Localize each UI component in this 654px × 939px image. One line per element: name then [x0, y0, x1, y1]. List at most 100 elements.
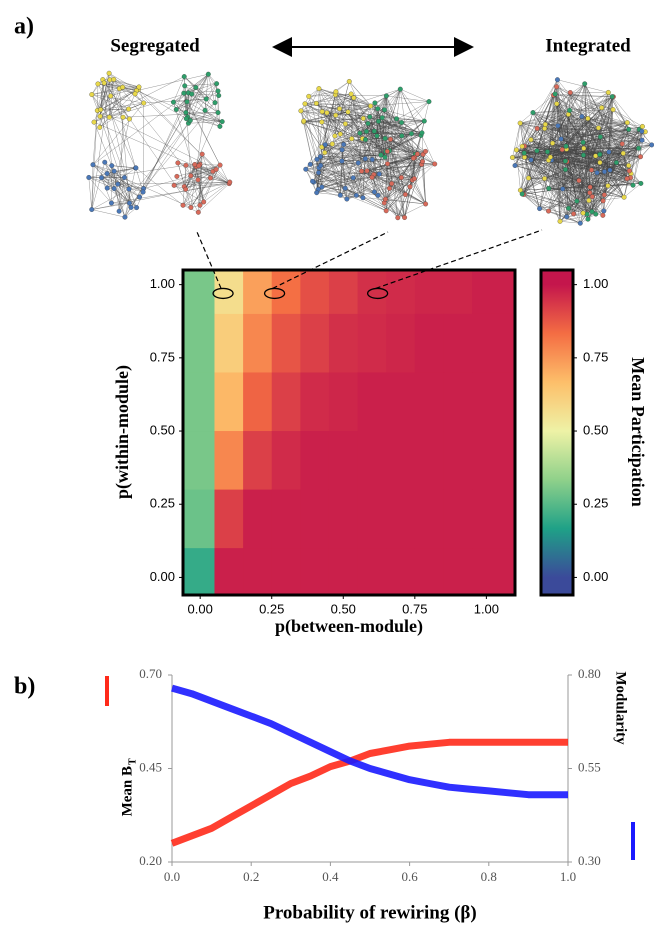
colorbar-tick-label: 0.00: [583, 569, 608, 584]
network-edge: [544, 170, 630, 179]
network-edge: [110, 95, 130, 120]
network-node: [630, 182, 636, 188]
heatmap-cell: [328, 431, 359, 491]
network-node: [183, 116, 189, 122]
network-edge: [135, 167, 184, 206]
network-edge: [320, 165, 379, 196]
network-edge: [316, 188, 346, 193]
network-node: [196, 163, 202, 169]
network-edge: [92, 110, 98, 165]
network-edge: [325, 144, 364, 198]
x-tick-label: 0.0: [164, 869, 180, 884]
network-node: [577, 220, 583, 226]
network-edge: [303, 120, 322, 123]
network-edge: [584, 83, 590, 193]
network-node: [337, 106, 343, 112]
network-edge: [401, 161, 423, 178]
network-node: [599, 105, 605, 111]
network-edge: [308, 93, 352, 97]
network-node: [542, 176, 548, 181]
network-edge: [554, 93, 630, 172]
network-node: [601, 192, 607, 198]
heatmap-cell: [243, 372, 273, 432]
network-node: [109, 200, 114, 206]
x-axis-label: p(between-module): [275, 616, 423, 637]
network-edge: [88, 177, 92, 210]
network-edge: [366, 131, 382, 156]
y-axis-label: Mean B T: [119, 758, 138, 816]
network-node: [567, 107, 573, 113]
network-edge: [548, 188, 581, 224]
heatmap-cell: [386, 548, 416, 595]
heatmap-cell: [443, 372, 473, 432]
network-edge: [384, 109, 425, 122]
network-node: [606, 149, 612, 155]
network-edge: [560, 221, 581, 224]
network-edge: [536, 150, 630, 172]
network-node: [192, 161, 198, 167]
heatmap-cell: [300, 270, 330, 315]
heatmap-cell: [300, 372, 330, 432]
network-node: [621, 194, 627, 200]
y2-tick-label: 0.80: [578, 666, 601, 681]
network-node: [546, 185, 552, 191]
heatmap-cell: [414, 270, 445, 315]
network-edge: [362, 158, 366, 198]
y-axis-label-subscript: T: [127, 758, 138, 765]
network-node: [589, 209, 595, 215]
network-node: [180, 202, 186, 208]
network-edge: [384, 194, 406, 204]
network-node: [420, 159, 425, 164]
network-edge: [176, 85, 185, 110]
network-node: [432, 161, 438, 167]
network-node: [567, 90, 573, 96]
network-edge: [107, 165, 112, 189]
network-node: [184, 99, 190, 105]
network-edge: [374, 179, 413, 193]
network-node: [398, 175, 404, 180]
network-edge: [203, 181, 230, 203]
network-edge: [353, 162, 359, 178]
network-node: [183, 110, 189, 115]
network-edge: [320, 162, 359, 166]
network-edge: [366, 170, 392, 184]
network-node: [399, 120, 405, 125]
network-node: [372, 100, 378, 106]
network-edge: [560, 114, 569, 140]
colorbar-tick-label: 0.75: [583, 349, 608, 364]
network-node: [385, 161, 390, 167]
network-node: [609, 94, 615, 100]
network-node: [203, 96, 209, 102]
network-edge: [91, 181, 230, 210]
network-node: [639, 137, 645, 143]
network-edge: [550, 157, 567, 217]
network-edge: [185, 177, 211, 190]
network-edge: [583, 155, 605, 195]
network-edge: [204, 83, 217, 111]
network-node: [188, 205, 194, 210]
network-edge: [532, 112, 628, 179]
network-node: [329, 141, 335, 147]
x-tick-label: 1.0: [560, 869, 576, 884]
network-node: [109, 163, 115, 169]
network-edge: [190, 175, 204, 203]
panel-label: a): [14, 14, 34, 40]
network-edge: [591, 148, 639, 171]
network-edge: [300, 110, 336, 116]
network-node: [319, 109, 325, 115]
network-node: [579, 114, 585, 119]
network-node: [201, 199, 207, 205]
network-edge: [536, 128, 584, 214]
leader-line: [272, 231, 389, 289]
network-node: [597, 152, 603, 157]
network-edge: [197, 171, 214, 181]
network-edge: [185, 154, 203, 190]
network-edge: [300, 110, 352, 139]
network-edge: [589, 129, 629, 193]
network-node: [133, 165, 139, 171]
network-edge: [312, 170, 362, 182]
network-node: [374, 133, 380, 139]
network-edge: [187, 116, 220, 127]
network-node: [378, 152, 384, 158]
network-edge: [318, 135, 402, 173]
